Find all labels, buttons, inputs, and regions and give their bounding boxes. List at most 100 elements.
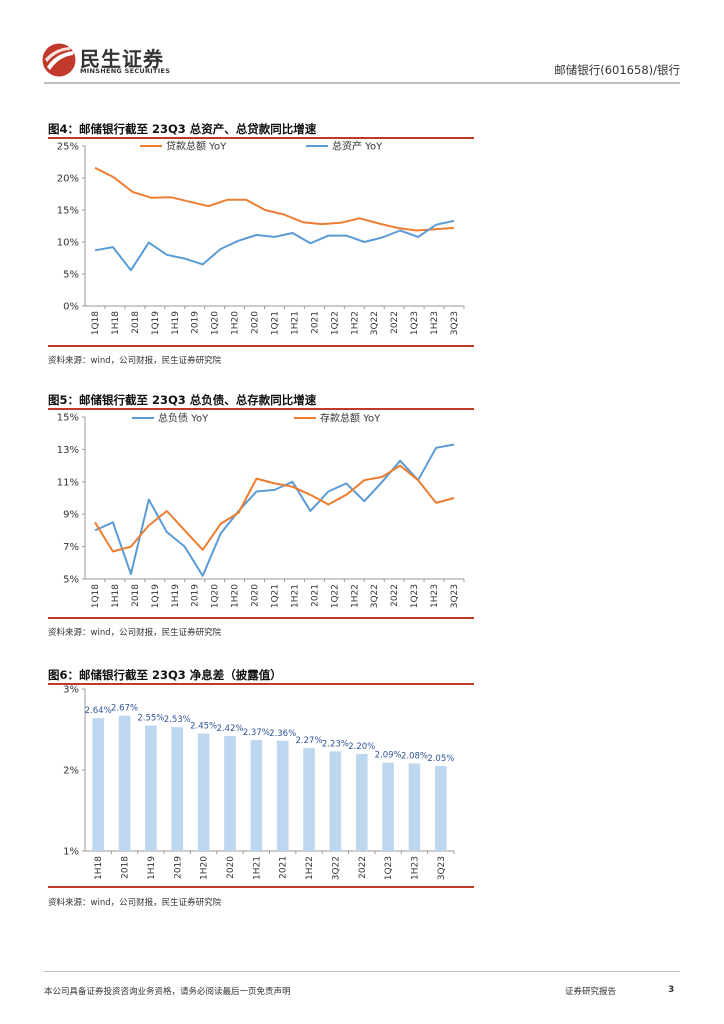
footer-report-type: 证券研究报告	[565, 987, 617, 997]
x-tick-label: 1Q23	[410, 311, 420, 335]
figure5-title: 图5：邮储银行截至 23Q3 总负债、总存款同比增速	[48, 393, 317, 407]
figure6-chart: 1% 2% 3% 2.64% 1H18 2.67% 2018 2.55% 1H19 2.53% 20…	[63, 685, 455, 880]
bar	[250, 740, 263, 851]
x-tick-label: 1H22	[305, 856, 315, 880]
bar	[276, 740, 289, 851]
x-tick-label: 1H23	[430, 584, 440, 608]
x-tick-label: 1Q20	[211, 584, 221, 609]
y-tick-label: 15%	[57, 413, 79, 424]
x-tick-label: 2019	[191, 584, 201, 607]
bar	[303, 748, 315, 851]
page-number: 3	[668, 985, 675, 995]
x-tick-label: 2018	[121, 856, 131, 879]
x-tick-label: 3Q23	[450, 584, 460, 608]
x-tick-label: 1Q21	[271, 584, 281, 608]
x-tick-label: 1H22	[350, 584, 360, 608]
bar	[435, 765, 447, 851]
bar-data-label: 2.20%	[348, 742, 375, 752]
y-tick-label: 2%	[63, 766, 79, 777]
figure6-bottom-rule	[48, 886, 474, 888]
series-line	[94, 443, 455, 577]
footer-disclaimer: 本公司具备证券投资咨询业务资格，请务必阅读最后一页免责声明	[44, 987, 291, 997]
x-tick-label: 1H22	[350, 311, 360, 335]
figure4-bottom-rule	[48, 345, 474, 347]
x-tick-label: 3Q22	[370, 311, 380, 335]
x-tick-label: 1H19	[147, 856, 157, 880]
bar-data-label: 2.67%	[111, 704, 138, 714]
footer-divider	[44, 971, 680, 972]
bar	[382, 762, 394, 851]
x-tick-label: 1Q19	[151, 584, 161, 609]
x-tick-label: 1H19	[171, 584, 181, 608]
x-tick-label: 1H18	[94, 856, 104, 880]
x-tick-label: 1H21	[252, 856, 262, 880]
y-tick-label: 5%	[63, 575, 79, 586]
y-tick-label: 15%	[57, 206, 79, 217]
bar-data-label: 2.37%	[243, 728, 270, 738]
bar	[92, 718, 104, 851]
bar-data-label: 2.09%	[375, 751, 402, 761]
x-tick-label: 2018	[131, 584, 141, 607]
x-tick-label: 1H21	[290, 584, 300, 608]
bar-data-label: 2.64%	[85, 706, 112, 716]
x-tick-label: 3Q22	[370, 584, 380, 608]
x-tick-label: 3Q23	[437, 856, 447, 880]
logo-text-cn: 民生证券	[80, 47, 164, 71]
bar	[355, 753, 368, 851]
x-tick-label: 3Q23	[450, 311, 460, 335]
bar-data-label: 2.55%	[137, 713, 164, 723]
x-tick-label: 1H20	[231, 584, 241, 608]
legend-label: 贷款总额 YoY	[166, 140, 227, 153]
y-tick-label: 7%	[63, 542, 79, 553]
y-tick-label: 1%	[63, 847, 79, 858]
x-tick-label: 1Q23	[410, 584, 420, 608]
x-tick-label: 2020	[251, 311, 261, 334]
bar-data-label: 2.05%	[427, 754, 454, 764]
bar	[224, 735, 236, 851]
logo: 民生证券 MINSHENG SECURITIES	[42, 42, 222, 82]
x-tick-label: 1Q20	[211, 311, 221, 336]
figure4-top-rule	[48, 137, 474, 139]
y-tick-label: 3%	[63, 685, 79, 696]
figure5-bottom-rule	[48, 617, 474, 619]
report-tag: 邮储银行(601658)/银行	[554, 63, 680, 77]
x-tick-label: 1Q23	[384, 856, 394, 880]
x-tick-label: 3Q22	[331, 856, 341, 880]
bar-data-label: 2.53%	[164, 715, 191, 725]
x-tick-label: 2019	[173, 856, 183, 879]
bar-data-label: 2.23%	[322, 739, 349, 749]
figure4-chart: 0% 5% 10% 15% 20% 25% 1Q18 1H18 2018 1Q19 1H19 2019…	[57, 140, 465, 336]
y-tick-label: 13%	[57, 445, 79, 456]
x-tick-label: 2021	[310, 311, 320, 334]
x-tick-label: 1H20	[200, 856, 210, 880]
x-tick-label: 1Q19	[151, 311, 161, 336]
x-tick-label: 2020	[226, 856, 236, 879]
x-tick-label: 1H18	[111, 311, 121, 335]
x-tick-label: 2022	[358, 856, 368, 879]
y-tick-label: 20%	[57, 174, 79, 185]
x-tick-label: 2019	[191, 311, 201, 334]
x-tick-label: 1H18	[111, 584, 121, 608]
legend-label: 总资产 YoY	[332, 140, 383, 153]
x-tick-label: 1H21	[290, 311, 300, 335]
bar-data-label: 2.08%	[401, 752, 428, 762]
logo-text-en: MINSHENG SECURITIES	[80, 67, 171, 75]
bar	[171, 727, 184, 851]
figure5-top-rule	[48, 408, 474, 410]
x-tick-label: 1H23	[410, 856, 420, 880]
legend-label: 存款总额 YoY	[320, 412, 381, 425]
legend-label: 总负债 YoY	[158, 412, 209, 425]
x-tick-label: 1H20	[231, 311, 241, 335]
x-tick-label: 1H19	[171, 311, 181, 335]
bar-data-label: 2.27%	[296, 736, 323, 746]
y-tick-label: 11%	[57, 477, 79, 488]
bar	[408, 763, 421, 851]
x-tick-label: 2018	[131, 311, 141, 334]
bar	[118, 715, 131, 851]
y-tick-label: 25%	[57, 142, 79, 153]
bar	[197, 733, 210, 851]
x-tick-label: 1Q22	[330, 311, 340, 335]
y-tick-label: 0%	[63, 302, 79, 313]
header-divider	[44, 82, 680, 84]
figure6-source: 资料来源：wind，公司财报，民生证券研究院	[48, 898, 222, 908]
